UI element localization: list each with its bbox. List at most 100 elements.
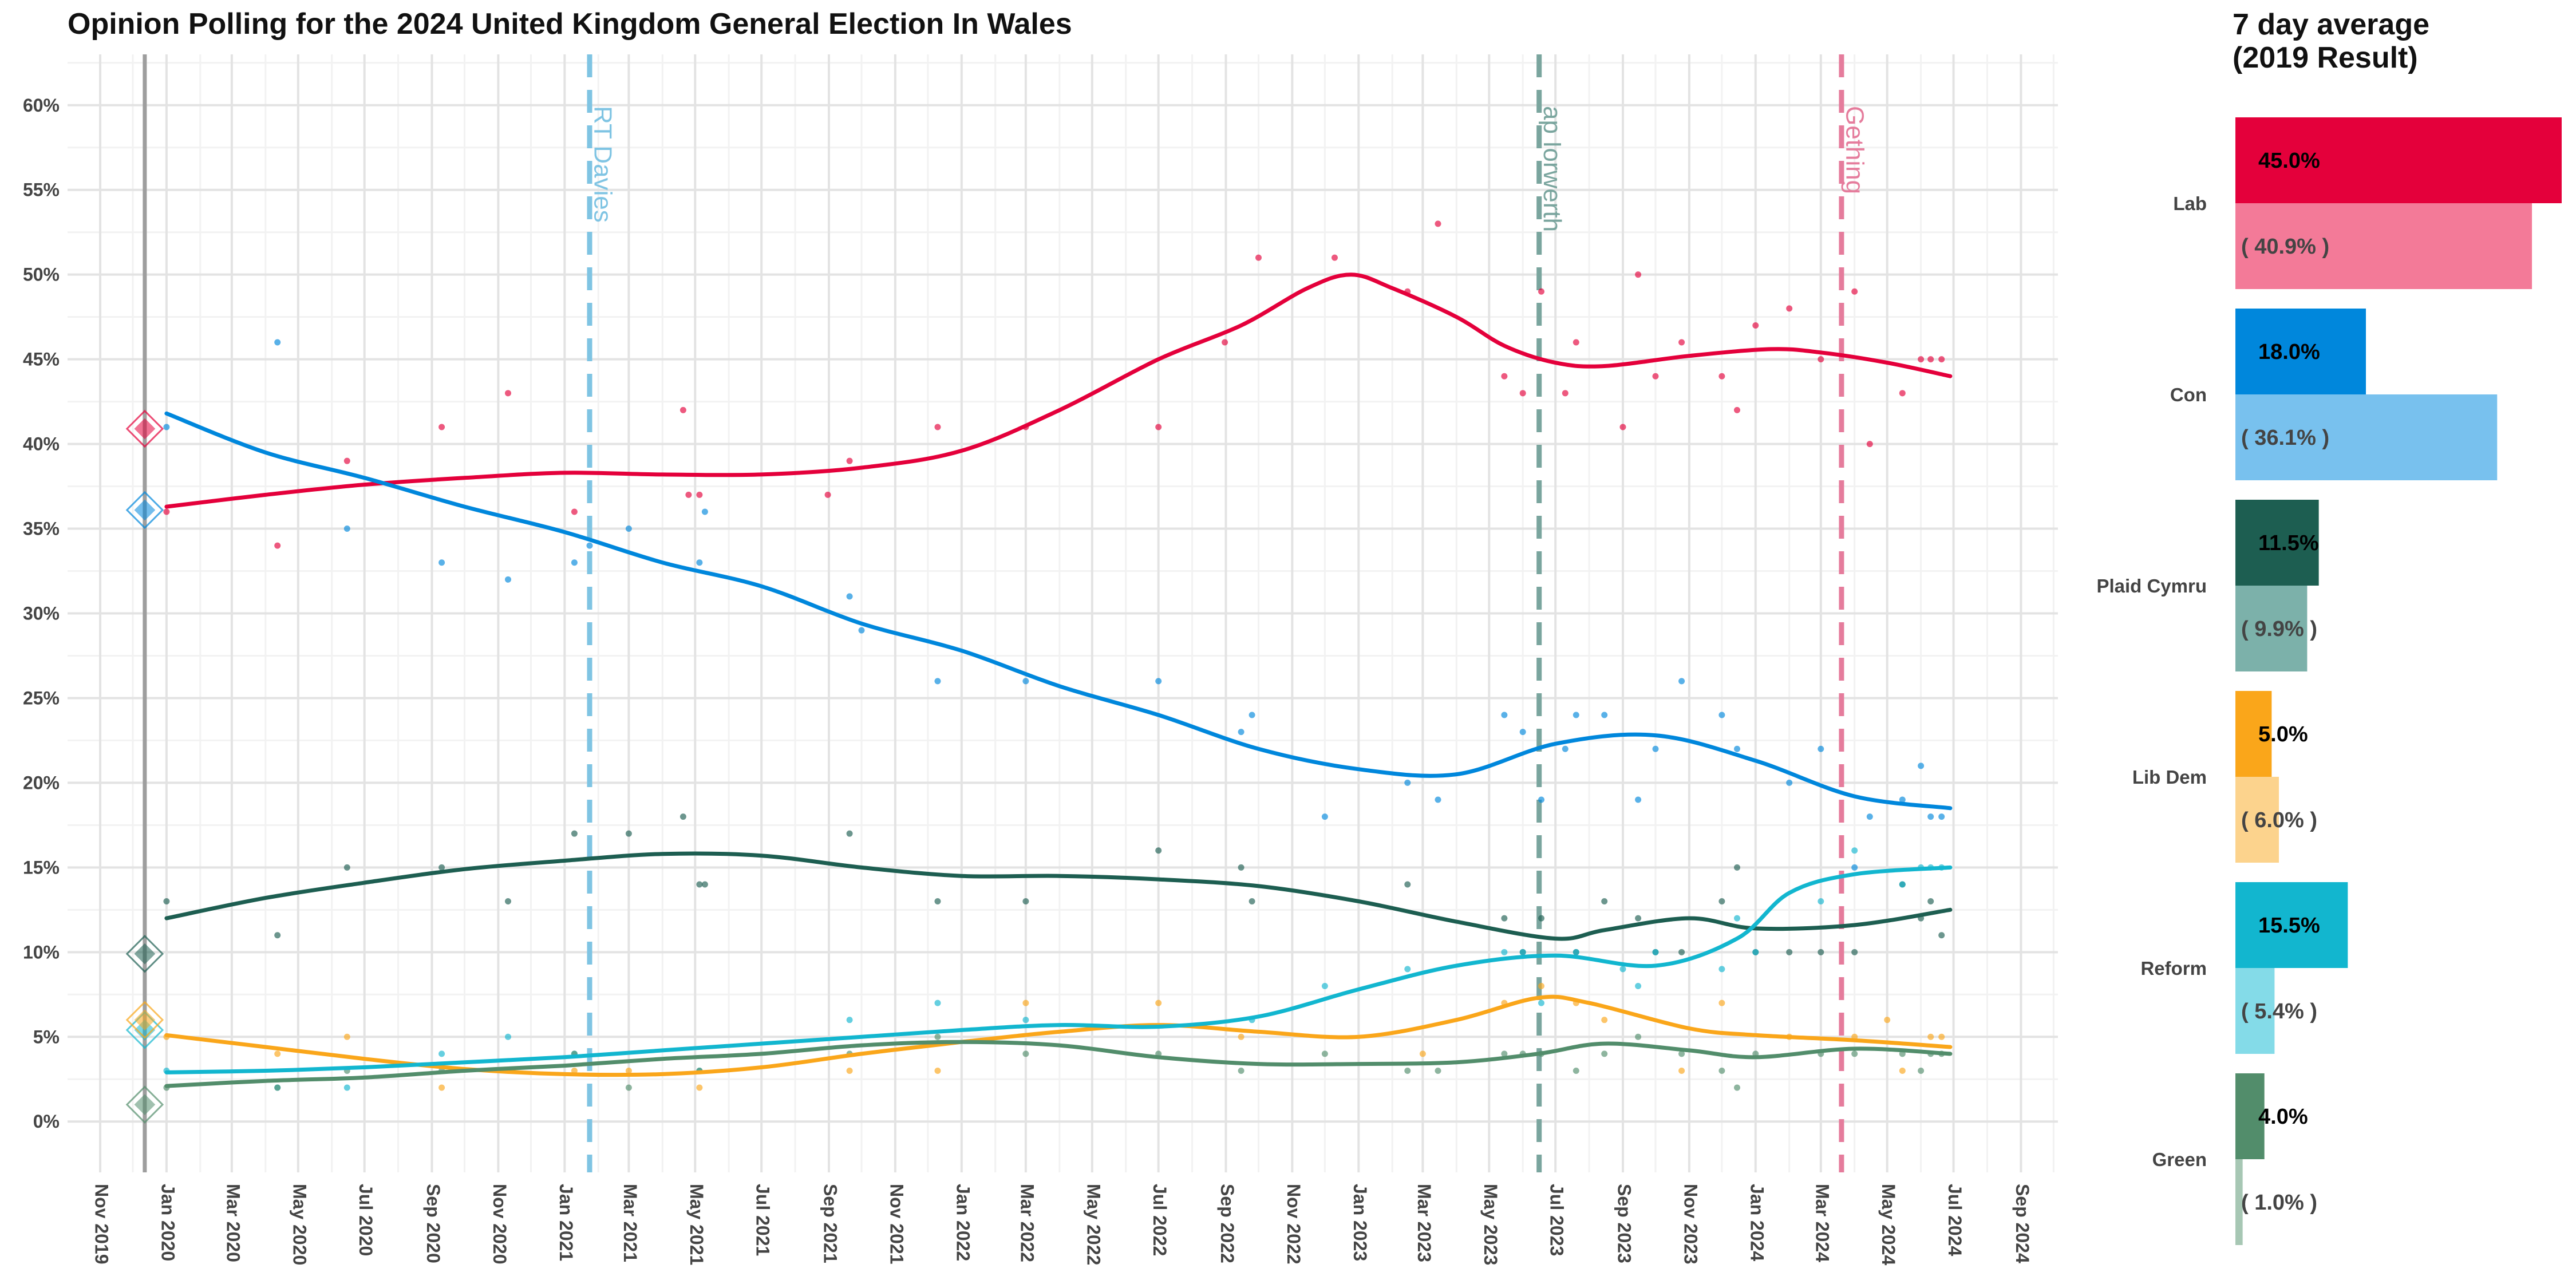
poll-point: [1652, 373, 1659, 380]
bar-group-lib-dem: Lib Dem 5.0% ( 6.0% ): [2132, 691, 2317, 863]
x-tick-label: Nov 2020: [489, 1184, 510, 1265]
x-tick-label: Jan 2020: [157, 1184, 178, 1261]
trend-line-lab: [164, 272, 1953, 509]
poll-point: [1851, 1050, 1858, 1057]
poll-point: [696, 559, 703, 566]
bar-7day-label: 4.0%: [2258, 1105, 2308, 1129]
poll-point: [1022, 898, 1029, 905]
result-2019-marker-outline: [125, 491, 164, 530]
poll-point: [438, 424, 445, 430]
poll-point: [1818, 949, 1824, 955]
poll-point: [1718, 712, 1725, 718]
x-tick-label: Jan 2024: [1747, 1184, 1767, 1261]
poll-point: [274, 932, 281, 939]
poll-point: [438, 559, 445, 566]
poll-point: [1734, 1084, 1740, 1091]
y-tick-label: 60%: [23, 95, 60, 116]
bar-group-reform: Reform 15.5% ( 5.4% ): [2140, 882, 2348, 1054]
poll-point: [1238, 729, 1244, 736]
poll-point: [343, 1033, 350, 1040]
grid: [68, 54, 2058, 1172]
x-tick-label: Mar 2024: [1812, 1184, 1832, 1262]
x-tick-label: May 2022: [1083, 1184, 1104, 1265]
poll-point: [1678, 1050, 1685, 1057]
poll-point: [1501, 373, 1508, 380]
bar-2019-result: [2235, 203, 2532, 289]
bar-category-label: Plaid Cymru: [2096, 575, 2207, 596]
poll-point: [934, 424, 941, 430]
poll-point: [1652, 949, 1659, 955]
poll-point: [1222, 339, 1228, 346]
y-tick-label: 40%: [23, 434, 60, 455]
y-tick-label: 35%: [23, 519, 60, 539]
result-2019-marker: [134, 418, 156, 440]
x-tick-label: Sep 2021: [820, 1184, 841, 1263]
x-tick-label: Nov 2019: [92, 1184, 112, 1265]
poll-point: [1851, 864, 1858, 871]
poll-point: [1519, 729, 1526, 736]
poll-point: [163, 508, 170, 515]
poll-point: [1678, 678, 1685, 685]
x-tick-label: Jul 2023: [1547, 1184, 1567, 1256]
poll-point: [1635, 1033, 1642, 1040]
poll-point: [163, 424, 170, 430]
poll-point: [1155, 847, 1162, 854]
bar-2019-result: [2235, 968, 2275, 1054]
poll-point: [625, 1084, 632, 1091]
poll-point: [438, 1050, 445, 1057]
poll-point: [1538, 983, 1544, 989]
poll-point: [1619, 966, 1626, 973]
poll-point: [1678, 339, 1685, 346]
poll-point: [1321, 983, 1328, 989]
poll-point: [1404, 881, 1411, 888]
y-tick-label: 50%: [23, 264, 60, 285]
y-tick-label: 30%: [23, 603, 60, 624]
poll-point: [586, 542, 593, 549]
poll-point: [1652, 745, 1659, 752]
bar-7day-average: [2235, 117, 2562, 203]
poll-point: [1635, 915, 1642, 922]
bar-7day-label: 18.0%: [2258, 340, 2320, 364]
poll-point: [571, 830, 578, 837]
poll-point: [1538, 999, 1544, 1006]
poll-point: [1718, 999, 1725, 1006]
poll-point: [274, 542, 281, 549]
poll-point: [1927, 898, 1934, 905]
bar-category-label: Lab: [2173, 193, 2207, 214]
poll-point: [343, 1084, 350, 1091]
y-tick-label: 25%: [23, 688, 60, 708]
poll-point: [1918, 356, 1925, 363]
poll-point: [1404, 966, 1411, 973]
poll-point: [1538, 288, 1544, 295]
poll-point: [1249, 712, 1255, 718]
poll-point: [846, 830, 853, 837]
poll-point: [1519, 390, 1526, 397]
bar-group-con: Con 18.0% ( 36.1% ): [2170, 309, 2498, 480]
poll-point: [1155, 678, 1162, 685]
x-tick-label: Sep 2022: [1217, 1184, 1238, 1263]
bar-2019-label: ( 6.0% ): [2241, 808, 2317, 832]
bar-2019-result: [2235, 777, 2279, 863]
x-tick-label: Mar 2023: [1414, 1184, 1435, 1262]
poll-point: [846, 457, 853, 464]
poll-point: [625, 830, 632, 837]
poll-point: [1155, 424, 1162, 430]
x-tick-label: May 2020: [289, 1184, 310, 1265]
poll-point: [343, 526, 350, 532]
poll-point: [1718, 373, 1725, 380]
poll-point: [1601, 1017, 1608, 1024]
x-tick-label: Mar 2022: [1017, 1184, 1037, 1262]
poll-point: [625, 1067, 632, 1074]
bar-2019-result: [2235, 394, 2498, 480]
bar-panel-title: 7 day average (2019 Result): [2233, 8, 2429, 74]
trend-line-con: [164, 411, 1953, 811]
poll-point: [1249, 898, 1255, 905]
poll-point: [685, 491, 692, 498]
bar-panel: Lab 45.0% ( 40.9% ) Con 18.0% ( 36.1% ) Plaid …: [2096, 117, 2562, 1245]
poll-point: [679, 406, 686, 413]
poll-point: [1884, 1017, 1891, 1024]
poll-point: [824, 491, 831, 498]
chart-title: Opinion Polling for the 2024 United King…: [68, 7, 1072, 41]
x-tick-label: Jan 2021: [556, 1184, 576, 1261]
bar-2019-label: ( 1.0% ): [2241, 1191, 2317, 1215]
